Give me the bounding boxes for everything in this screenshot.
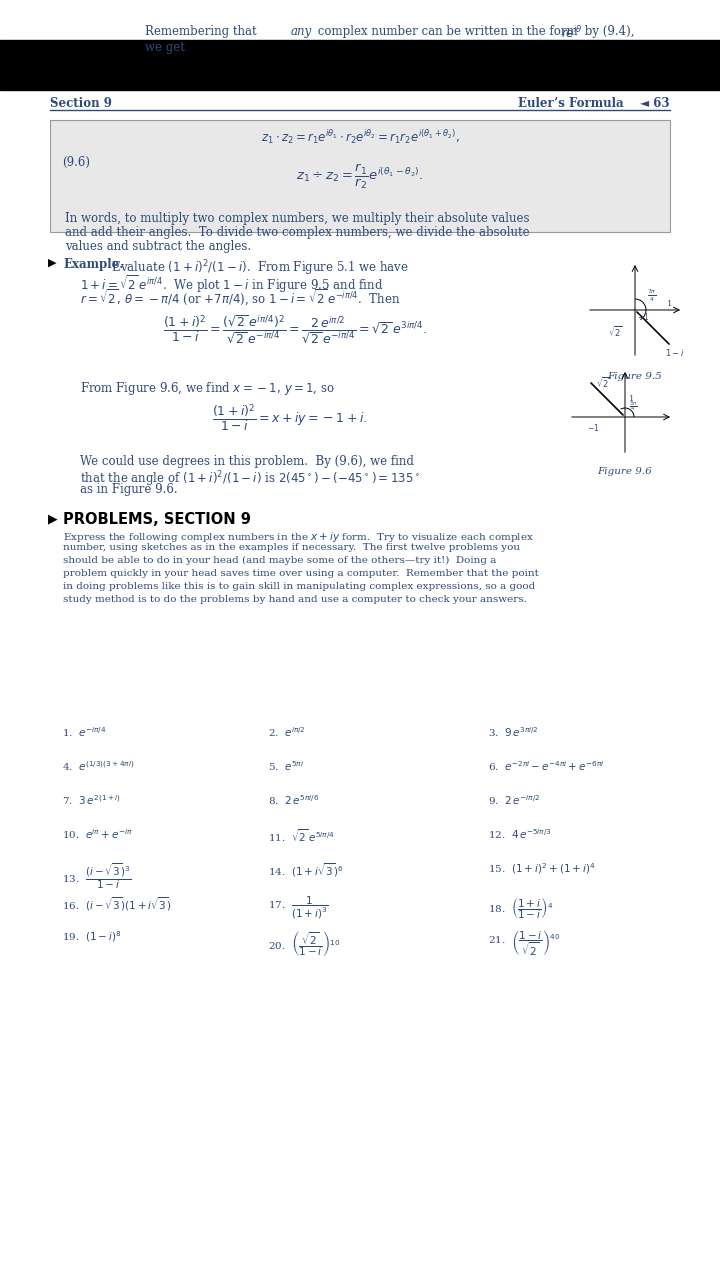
Text: Figure 9.5: Figure 9.5 <box>608 372 662 381</box>
Text: Express the following complex numbers in the $x+iy$ form.  Try to visualize each: Express the following complex numbers in… <box>63 530 534 544</box>
Text: 8.  $2\,e^{5\pi i/6}$: 8. $2\,e^{5\pi i/6}$ <box>268 794 319 806</box>
Text: 15.  $(1+i)^2+(1+i)^4$: 15. $(1+i)^2+(1+i)^4$ <box>488 861 595 876</box>
Text: ▶: ▶ <box>48 259 56 268</box>
Text: in doing problems like this is to gain skill in manipulating complex expressions: in doing problems like this is to gain s… <box>63 582 535 591</box>
Text: 1: 1 <box>629 396 634 403</box>
Text: 14.  $(1+i\sqrt{3})^6$: 14. $(1+i\sqrt{3})^6$ <box>268 861 343 878</box>
Text: $1-i$: $1-i$ <box>665 347 685 357</box>
Text: 19.  $(1-i)^8$: 19. $(1-i)^8$ <box>62 929 122 943</box>
FancyBboxPatch shape <box>50 120 670 232</box>
Text: we get: we get <box>145 41 185 54</box>
Text: From Figure 9.6, we find $x = -1,\, y = 1$, so: From Figure 9.6, we find $x = -1,\, y = … <box>80 380 335 397</box>
Text: $\dfrac{(1+i)^2}{1-i} = x + iy = -1 + i.$: $\dfrac{(1+i)^2}{1-i} = x + iy = -1 + i.… <box>212 402 368 434</box>
Text: We could use degrees in this problem.  By (9.6), we find: We could use degrees in this problem. By… <box>80 454 414 468</box>
Text: 21.  $\left(\dfrac{1-i}{\sqrt{2}}\right)^{40}$: 21. $\left(\dfrac{1-i}{\sqrt{2}}\right)^… <box>488 929 560 957</box>
Text: $\sqrt{2}$: $\sqrt{2}$ <box>608 325 623 339</box>
Text: $\frac{3\pi}{4}$: $\frac{3\pi}{4}$ <box>629 399 637 415</box>
Text: any: any <box>291 26 312 38</box>
Text: Figure 9.6: Figure 9.6 <box>598 467 652 476</box>
Text: should be able to do in your head (and maybe some of the others—try it!)  Doing : should be able to do in your head (and m… <box>63 556 496 566</box>
Text: 7.  $3\,e^{2(1+i)}$: 7. $3\,e^{2(1+i)}$ <box>62 794 121 806</box>
Text: that the angle of $(1+i)^2/(1-i)$ is $2(45^\circ)-(-45^\circ) = 135^\circ$: that the angle of $(1+i)^2/(1-i)$ is $2(… <box>80 468 420 489</box>
Text: 11.  $\sqrt{2}\,e^{5i\pi/4}$: 11. $\sqrt{2}\,e^{5i\pi/4}$ <box>268 827 335 844</box>
Text: $z_1 \div z_2 = \dfrac{r_1}{r_2} e^{i(\theta_1-\theta_2)}.$: $z_1 \div z_2 = \dfrac{r_1}{r_2} e^{i(\t… <box>296 163 424 191</box>
Text: (9.6): (9.6) <box>62 155 90 169</box>
Text: 16.  $(i-\sqrt{3})(1+i\sqrt{3})$: 16. $(i-\sqrt{3})(1+i\sqrt{3})$ <box>62 895 171 913</box>
Text: 13.  $\dfrac{(i-\sqrt{3})^3}{1-i}$: 13. $\dfrac{(i-\sqrt{3})^3}{1-i}$ <box>62 861 132 891</box>
Text: 6.  $e^{-2\pi i} - e^{-4\pi i} + e^{-6\pi i}$: 6. $e^{-2\pi i} - e^{-4\pi i} + e^{-6\pi… <box>488 759 604 773</box>
Text: $\frac{7\pi}{4}$: $\frac{7\pi}{4}$ <box>647 288 657 305</box>
Text: 18.  $\left(\dfrac{1+i}{1-i}\right)^4$: 18. $\left(\dfrac{1+i}{1-i}\right)^4$ <box>488 895 554 922</box>
Text: 3.  $9\,e^{3\pi i/2}$: 3. $9\,e^{3\pi i/2}$ <box>488 724 539 739</box>
Text: $\sqrt{2}$: $\sqrt{2}$ <box>596 376 611 390</box>
Text: 4.  $e^{(1/3)(3+4\pi i)}$: 4. $e^{(1/3)(3+4\pi i)}$ <box>62 759 135 773</box>
Text: PROBLEMS, SECTION 9: PROBLEMS, SECTION 9 <box>63 512 251 527</box>
Text: as in Figure 9.6.: as in Figure 9.6. <box>80 483 178 497</box>
Text: 17.  $\dfrac{1}{(1+i)^3}$: 17. $\dfrac{1}{(1+i)^3}$ <box>268 895 328 922</box>
Text: 5.  $e^{5\pi i}$: 5. $e^{5\pi i}$ <box>268 759 305 773</box>
Text: $z_1 \cdot z_2 = r_1 e^{i\theta_1} \cdot r_2 e^{i\theta_2} = r_1 r_2 e^{i(\theta: $z_1 \cdot z_2 = r_1 e^{i\theta_1} \cdot… <box>261 128 459 146</box>
Text: $\dfrac{(1+i)^2}{1-i} = \dfrac{(\sqrt{2}\,e^{i\pi/4})^2}{\sqrt{2}\,e^{-i\pi/4}} : $\dfrac{(1+i)^2}{1-i} = \dfrac{(\sqrt{2}… <box>163 314 427 346</box>
Text: 1.  $e^{-i\pi/4}$: 1. $e^{-i\pi/4}$ <box>62 724 107 739</box>
Text: and add their angles.  To divide two complex numbers, we divide the absolute: and add their angles. To divide two comp… <box>65 227 530 239</box>
Text: Remembering that: Remembering that <box>145 26 261 38</box>
Text: 10.  $e^{i\pi} + e^{-i\pi}$: 10. $e^{i\pi} + e^{-i\pi}$ <box>62 827 132 841</box>
Text: values and subtract the angles.: values and subtract the angles. <box>65 241 251 253</box>
Text: 2.  $e^{i\pi/2}$: 2. $e^{i\pi/2}$ <box>268 724 306 739</box>
Text: number, using sketches as in the examples if necessary.  The first twelve proble: number, using sketches as in the example… <box>63 543 520 552</box>
Text: 9.  $2\,e^{-i\pi/2}$: 9. $2\,e^{-i\pi/2}$ <box>488 794 540 806</box>
Bar <box>0 40 720 90</box>
Text: 12.  $4\,e^{-5i\pi/3}$: 12. $4\,e^{-5i\pi/3}$ <box>488 827 552 841</box>
Text: problem quickly in your head saves time over using a computer.  Remember that th: problem quickly in your head saves time … <box>63 570 539 579</box>
Text: 20.  $\left(\dfrac{\sqrt{2}}{1-i}\right)^{10}$: 20. $\left(\dfrac{\sqrt{2}}{1-i}\right)^… <box>268 929 341 957</box>
Text: Evaluate $(1+i)^2/(1-i)$.  From Figure 5.1 we have: Evaluate $(1+i)^2/(1-i)$. From Figure 5.… <box>108 259 409 278</box>
Text: by (9.4),: by (9.4), <box>581 26 634 38</box>
Text: $1+i = \sqrt{2}\,e^{i\pi/4}$.  We plot $1-i$ in Figure 9.5 and find: $1+i = \sqrt{2}\,e^{i\pi/4}$. We plot $1… <box>80 273 383 294</box>
Text: $-1$: $-1$ <box>587 421 599 433</box>
Text: ▶: ▶ <box>48 512 58 525</box>
Text: study method is to do the problems by hand and use a computer to check your answ: study method is to do the problems by ha… <box>63 595 527 604</box>
Text: $-1$: $-1$ <box>637 311 649 321</box>
Text: Section 9: Section 9 <box>50 97 112 110</box>
Text: 1: 1 <box>667 300 672 308</box>
Text: $re^{i\theta}$: $re^{i\theta}$ <box>561 26 582 41</box>
Text: complex number can be written in the form: complex number can be written in the for… <box>314 26 581 38</box>
Text: Euler’s Formula    ◄ 63: Euler’s Formula ◄ 63 <box>518 97 670 110</box>
Text: Example.: Example. <box>63 259 123 271</box>
Text: $r = \sqrt{2},\, \theta = -\pi/4$ (or $+7\pi/4$), so $1-i = \sqrt{2}\,e^{-i\pi/4: $r = \sqrt{2},\, \theta = -\pi/4$ (or $+… <box>80 288 400 308</box>
Text: In words, to multiply two complex numbers, we multiply their absolute values: In words, to multiply two complex number… <box>65 212 529 225</box>
